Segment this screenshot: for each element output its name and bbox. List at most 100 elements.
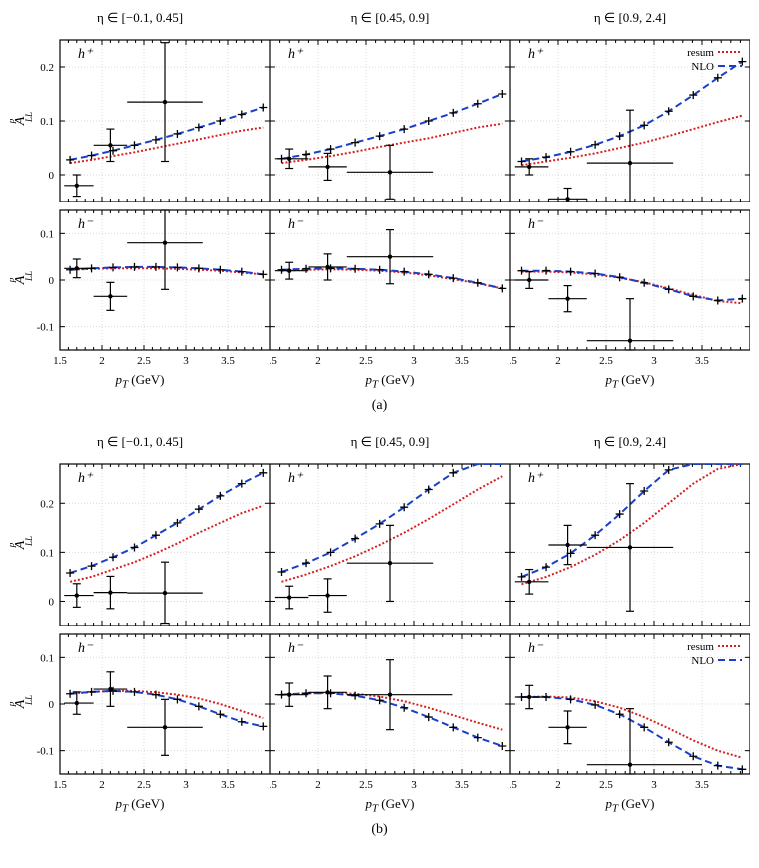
xlabel: pT [366,796,379,811]
legend-resum: resum [687,47,714,59]
chart-panel: 00.10.2h⁺ApLL [10,32,270,202]
chart-panel: h⁺resumNLO [510,32,750,202]
ytick-label: 0.1 [40,652,54,664]
xtick-label: 3.5 [221,779,235,791]
xtick-label: 1.5 [53,355,67,367]
chart-panel: 1.522.533.5-0.100.1h⁻ApLL [10,626,270,796]
xtick-label: 3.5 [695,355,709,367]
chart-panel: 1.522.533.5h⁻ [270,202,510,372]
ytick-label: -0.1 [37,322,54,334]
xlabel: pT [116,372,129,387]
xtick-label: 1.5 [270,355,277,367]
charge-label: h⁺ [288,471,304,486]
ylabel-sup: p [10,277,16,283]
legend-resum: resum [687,641,714,653]
charge-label: h⁺ [528,471,544,486]
caption-a: (a) [10,398,749,414]
xtick-label: 3 [183,355,189,367]
ytick-label: 0 [49,275,55,287]
charge-label: h⁺ [78,471,94,486]
xtick-label: 1.5 [510,779,517,791]
xtick-label: 1.5 [53,779,67,791]
figure-b: η ∈ [−0.1, 0.45] η ∈ [0.45, 0.9] η ∈ [0.… [10,434,749,838]
charge-label: h⁻ [528,641,544,656]
chart-panel: h⁺ [510,456,750,626]
ytick-label: 0.1 [40,228,54,240]
ylabel-sub: LL [24,695,34,706]
panel: 1.5 2 2.5 3 3.5 h⁻ resum NLO [510,626,750,796]
xtick-label: 2 [99,779,105,791]
xlabels-row-b: pT (GeV) pT (GeV) pT (GeV) [10,796,749,818]
ytick-label: 0.2 [40,498,54,510]
col-title: η ∈ [0.9, 2.4] [510,434,750,456]
xtick-label: 2 [555,779,561,791]
ytick-label: 0 [49,699,55,711]
chart-grid-a: 00.10.2h⁺ApLLh⁺h⁺resumNLO1.522.533.5-0.1… [10,32,749,372]
xtick-label: 2.5 [137,355,151,367]
legend-nlo: NLO [691,655,714,667]
panel: 00.10.2h⁺ApLL [10,456,270,626]
xtick-label: 2 [315,779,321,791]
ylabel-sup: p [10,701,16,707]
ytick-label: 0.1 [40,116,54,128]
xtick-label: 3.5 [455,779,469,791]
xtick-label: 3.5 [695,779,709,791]
ytick-label: 0.2 [40,62,54,74]
ytick-label: 0.1 [40,547,54,559]
chart-panel: 1.5 2 2.5 3 3.5 h⁻ resum NLO [510,626,750,796]
ytick-label: 0 [49,170,55,182]
xtick-label: 3 [183,779,189,791]
titles-row-b: η ∈ [−0.1, 0.45] η ∈ [0.45, 0.9] η ∈ [0.… [10,434,749,456]
xtick-label: 2 [555,355,561,367]
chart-panel: h⁺ [270,456,510,626]
xlabel: pT [116,796,129,811]
ylabel-sub: LL [24,112,34,123]
charge-label: h⁺ [288,47,304,62]
xtick-label: 2.5 [599,355,613,367]
panel: 1.522.533.5h⁻ [270,202,510,372]
xtick-label: 2.5 [137,779,151,791]
legend-nlo: NLO [691,61,714,73]
panel: 1.5 2 2.5 3 3.5 h⁻ [510,202,750,372]
xlabels-row-a: pT (GeV) pT (GeV) pT (GeV) [10,372,749,394]
xtick-label: 1.5 [510,355,517,367]
col-title: η ∈ [0.45, 0.9] [270,434,510,456]
panel: 1.522.533.5-0.100.1h⁻ApLL [10,202,270,372]
charge-label: h⁻ [78,217,94,232]
chart-panel: 1.5 2 2.5 3 3.5 h⁻ [510,202,750,372]
xlabel: pT [606,372,619,387]
charge-label: h⁻ [288,641,304,656]
chart-panel: 1.522.533.5h⁻ [270,626,510,796]
panel: 1.522.533.5h⁻ [270,626,510,796]
xtick-label: 3.5 [455,355,469,367]
chart-panel: 1.522.533.5-0.100.1h⁻ApLL [10,202,270,372]
panel: h⁺ [270,32,510,202]
xtick-label: 2 [99,355,105,367]
panel: 1.522.533.5-0.100.1h⁻ApLL [10,626,270,796]
col-title: η ∈ [−0.1, 0.45] [10,434,270,456]
col-title: η ∈ [−0.1, 0.45] [10,10,270,32]
chart-panel: 00.10.2h⁺ApLL [10,456,270,626]
figure-a: η ∈ [−0.1, 0.45] η ∈ [0.45, 0.9] η ∈ [0.… [10,10,749,414]
xtick-label: 3 [411,355,417,367]
col-title: η ∈ [0.9, 2.4] [510,10,750,32]
col-title: η ∈ [0.45, 0.9] [270,10,510,32]
titles-row-a: η ∈ [−0.1, 0.45] η ∈ [0.45, 0.9] η ∈ [0.… [10,10,749,32]
ytick-label: -0.1 [37,746,54,758]
panel: h⁺resumNLO [510,32,750,202]
xlabel: pT [606,796,619,811]
ytick-label: 0 [49,596,55,608]
panel: h⁺ [270,456,510,626]
caption-b: (b) [10,822,749,838]
xtick-label: 3 [651,355,657,367]
xlabel: pT [366,372,379,387]
xtick-label: 2.5 [599,779,613,791]
charge-label: h⁻ [78,641,94,656]
charge-label: h⁻ [528,217,544,232]
xtick-label: 3 [651,779,657,791]
charge-label: h⁺ [78,47,94,62]
ylabel-sup: p [10,118,16,124]
xtick-label: 2.5 [359,779,373,791]
chart-panel: h⁺ [270,32,510,202]
charge-label: h⁻ [288,217,304,232]
